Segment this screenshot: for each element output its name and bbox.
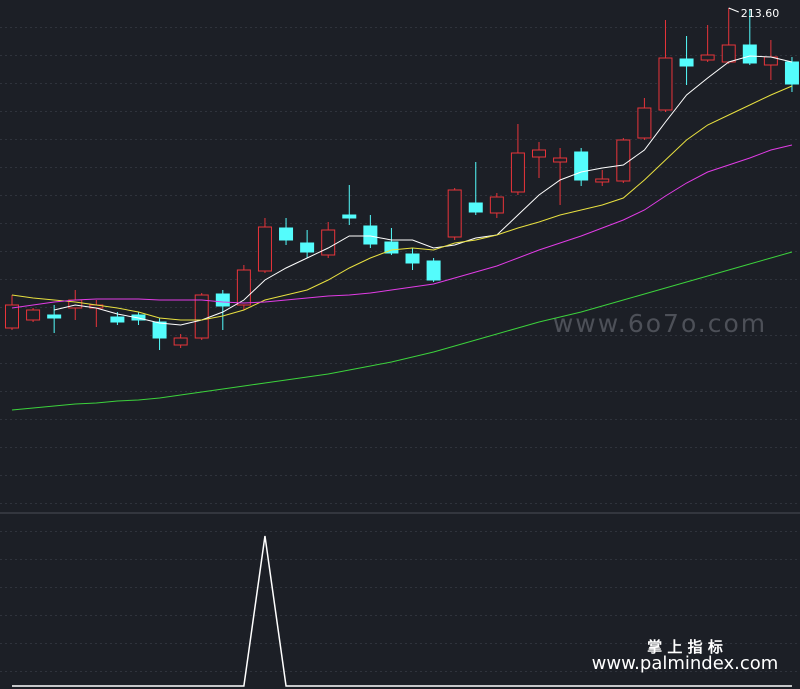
candle-body xyxy=(279,227,294,241)
candle-body xyxy=(574,151,589,181)
watermark: 掌 上 指 标 xyxy=(647,638,723,656)
candle-body xyxy=(300,242,315,253)
indicator-line xyxy=(12,535,792,687)
candle-body xyxy=(658,57,673,111)
candle-body xyxy=(384,241,399,254)
grid xyxy=(0,514,800,689)
moving-average-line xyxy=(11,144,793,309)
candle-body xyxy=(447,189,462,238)
candle-body xyxy=(700,54,715,61)
candle-body xyxy=(510,152,525,193)
candle-body xyxy=(532,149,546,158)
candle-body xyxy=(679,58,694,67)
candle-body xyxy=(47,314,62,319)
candle-body xyxy=(321,229,336,256)
candle-body xyxy=(784,61,799,85)
grid xyxy=(0,0,800,512)
candle-body xyxy=(110,316,125,323)
candle-body xyxy=(721,44,736,63)
candle-body xyxy=(742,44,757,64)
candle-body xyxy=(215,293,230,307)
candle-body xyxy=(152,321,167,339)
candle-body xyxy=(26,309,41,321)
max-price-label: 213.60 xyxy=(741,7,780,20)
moving-average-line xyxy=(11,251,793,411)
candle-body xyxy=(489,196,504,214)
candle-body xyxy=(363,225,378,245)
candle-body xyxy=(595,178,610,183)
candle-body xyxy=(553,157,568,163)
candle-body xyxy=(616,139,631,182)
candle-body xyxy=(405,253,420,264)
moving-average-line xyxy=(11,85,793,321)
candle-body xyxy=(637,107,652,139)
watermark: www.palmindex.com xyxy=(592,653,779,674)
candle-body xyxy=(426,260,441,281)
candle-body xyxy=(342,214,357,219)
annotation-pointer xyxy=(728,7,739,13)
watermark: www.6o7o.com xyxy=(553,309,767,338)
moving-average-line xyxy=(54,55,793,326)
candle-body xyxy=(173,337,188,346)
candle-body xyxy=(468,202,483,213)
candle-body xyxy=(257,226,272,272)
candle-body xyxy=(194,294,209,339)
candle-body xyxy=(5,304,19,329)
